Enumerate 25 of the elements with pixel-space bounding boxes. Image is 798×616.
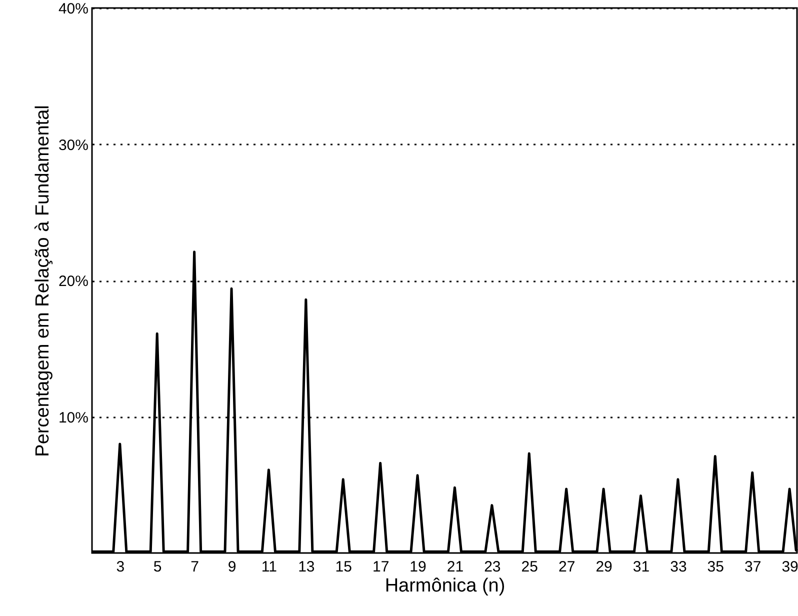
x-tick-label: 7 [190, 558, 199, 576]
x-tick-label: 3 [116, 558, 125, 576]
x-tick-label: 21 [446, 558, 464, 576]
x-tick-label: 11 [261, 558, 278, 576]
x-tick-label: 29 [596, 558, 612, 576]
y-tick-label: 40% [58, 0, 88, 18]
x-axis-title: Harmônica (n) [384, 576, 506, 596]
x-tick-label: 35 [707, 558, 724, 576]
x-tick-label: 19 [410, 558, 426, 576]
y-tick-label: 10% [58, 409, 88, 426]
x-tick-label: 9 [228, 558, 236, 576]
x-tick-label: 13 [298, 558, 315, 576]
x-tick-label: 33 [670, 558, 687, 576]
x-tick-label: 37 [744, 558, 762, 576]
y-axis-title: Percentagem em Relação à Fundamental [32, 105, 54, 457]
x-tick-label: 31 [632, 558, 650, 576]
x-tick-label: 23 [484, 558, 501, 576]
x-tick-label: 15 [335, 558, 352, 576]
x-tick-label: 17 [372, 558, 390, 576]
x-tick-label: 5 [153, 558, 162, 576]
x-tick-label: 39 [782, 558, 798, 576]
x-tick-label: 25 [521, 558, 538, 576]
x-tick-label: 27 [558, 558, 576, 576]
y-tick-label: 20% [58, 273, 88, 290]
y-tick-label: 30% [58, 136, 88, 154]
